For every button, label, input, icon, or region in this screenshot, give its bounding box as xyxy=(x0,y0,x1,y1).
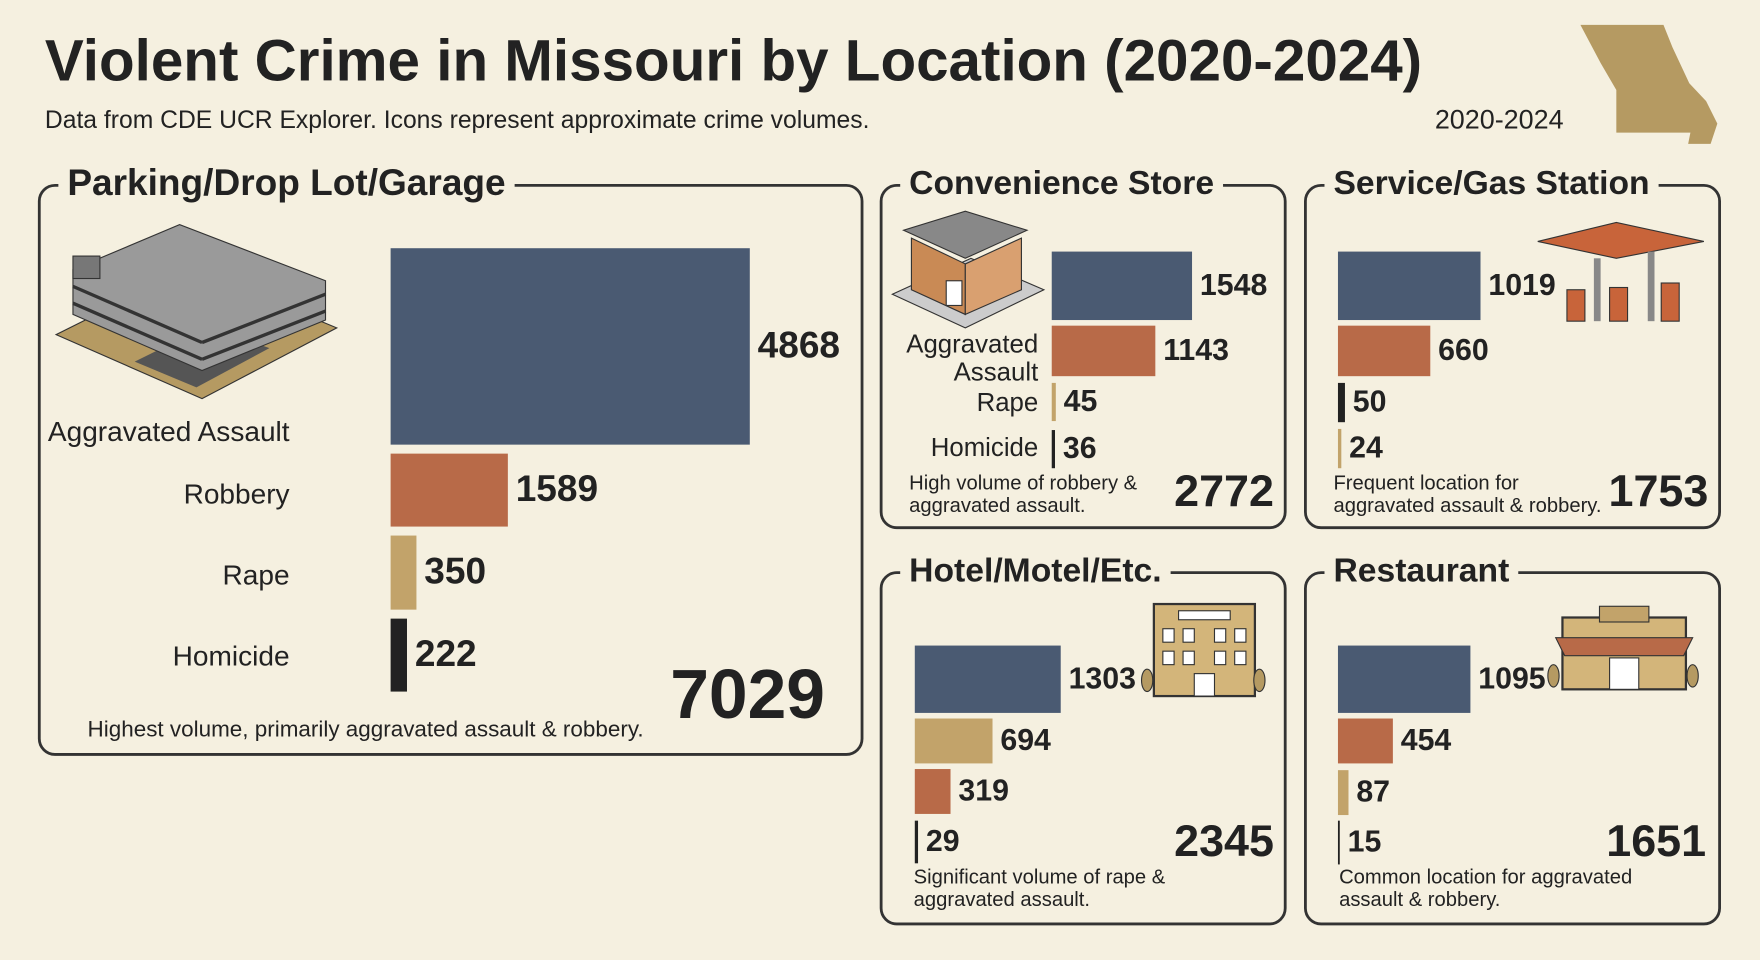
title-background xyxy=(900,165,1224,203)
bar xyxy=(390,535,417,610)
value-label: 15 xyxy=(1348,826,1382,859)
category-label-box: Aggravated Assault xyxy=(906,330,1039,387)
bar xyxy=(1337,382,1345,423)
bar xyxy=(1337,718,1393,764)
value-label: 50 xyxy=(1353,386,1387,419)
panel-note: Significant volume of rape & aggravated … xyxy=(913,866,1166,911)
subtitle: Data from CDE UCR Explorer. Icons repres… xyxy=(45,107,870,134)
title-background xyxy=(58,161,515,204)
bar xyxy=(914,718,993,764)
store-icon xyxy=(891,210,1046,329)
value-label: 1019 xyxy=(1488,269,1555,302)
panel-note-box: Highest volume, primarily aggravated ass… xyxy=(87,717,644,743)
value-label: 45 xyxy=(1064,385,1098,418)
panel-title: Convenience Store xyxy=(909,165,1214,202)
restaurant-icon xyxy=(1547,605,1699,691)
panel-note: Common location for aggravated assault &… xyxy=(1339,866,1633,911)
total-value: 2345 xyxy=(1174,815,1274,866)
category-label: Homicide xyxy=(931,434,1039,462)
value-label: 1548 xyxy=(1200,269,1267,302)
value-label: 29 xyxy=(926,825,960,858)
panel-title: Service/Gas Station xyxy=(1333,165,1649,202)
value-label: 694 xyxy=(1000,724,1051,757)
missouri-map xyxy=(1580,24,1718,144)
value-label: 1303 xyxy=(1069,662,1136,695)
bar xyxy=(914,769,951,814)
total-value: 1651 xyxy=(1606,815,1706,866)
panel-title: Parking/Drop Lot/Garage xyxy=(67,161,505,203)
total-value: 2772 xyxy=(1174,465,1274,516)
garage-icon xyxy=(54,224,339,400)
bar xyxy=(914,645,1061,713)
bar xyxy=(1051,325,1156,377)
value-label: 350 xyxy=(424,550,486,592)
bar xyxy=(1051,382,1056,422)
bar xyxy=(1337,428,1342,469)
value-label: 1589 xyxy=(516,467,598,509)
panel-note-box: Frequent location for aggravated assault… xyxy=(1333,472,1602,517)
value-label: 24 xyxy=(1349,432,1383,465)
value-label: 87 xyxy=(1356,776,1390,809)
panel-title: Restaurant xyxy=(1333,552,1509,589)
panel-note-box: Common location for aggravated assault &… xyxy=(1339,866,1633,911)
category-label: Homicide xyxy=(173,640,290,671)
period: 2020-2024 xyxy=(1435,104,1564,134)
title-background xyxy=(1324,165,1659,203)
value-label: 4868 xyxy=(758,323,840,365)
total-value: 1753 xyxy=(1609,465,1709,516)
bar xyxy=(390,248,750,445)
total-value: 7029 xyxy=(670,655,825,733)
hotel-icon xyxy=(1140,602,1266,698)
value-label: 1143 xyxy=(1163,334,1229,367)
category-label: Rape xyxy=(977,389,1039,417)
panel-note-box: Significant volume of rape & aggravated … xyxy=(913,866,1166,911)
value-label: 1095 xyxy=(1478,662,1545,695)
title-background xyxy=(900,552,1171,590)
bar xyxy=(1337,770,1349,816)
panel-note-box: High volume of robbery & aggravated assa… xyxy=(909,472,1138,517)
page-title: Violent Crime in Missouri by Location (2… xyxy=(45,29,1422,94)
category-label: Aggravated Assault xyxy=(906,330,1039,387)
gas-station-icon xyxy=(1537,221,1704,322)
bar xyxy=(914,820,919,864)
bar xyxy=(390,618,407,692)
bar xyxy=(1337,325,1431,377)
icons xyxy=(54,210,1704,698)
value-label: 454 xyxy=(1401,724,1452,757)
bar xyxy=(1051,251,1193,321)
value-label: 222 xyxy=(415,632,477,674)
category-label: Rape xyxy=(223,559,290,590)
bar xyxy=(1337,251,1481,321)
panel-note: Highest volume, primarily aggravated ass… xyxy=(87,717,644,743)
category-label: Aggravated Assault xyxy=(48,416,290,447)
value-label: 36 xyxy=(1063,432,1097,465)
bar xyxy=(390,453,508,527)
category-label: Robbery xyxy=(184,479,290,510)
bar xyxy=(1337,645,1471,713)
panel-title: Hotel/Motel/Etc. xyxy=(909,552,1161,589)
value-label: 319 xyxy=(958,775,1009,808)
bar xyxy=(1337,820,1340,865)
bar xyxy=(1051,430,1055,469)
value-label: 660 xyxy=(1438,334,1489,367)
panel-note: Frequent location for aggravated assault… xyxy=(1333,472,1602,517)
title-background xyxy=(1324,552,1519,590)
panel-note: High volume of robbery & aggravated assa… xyxy=(909,472,1138,517)
